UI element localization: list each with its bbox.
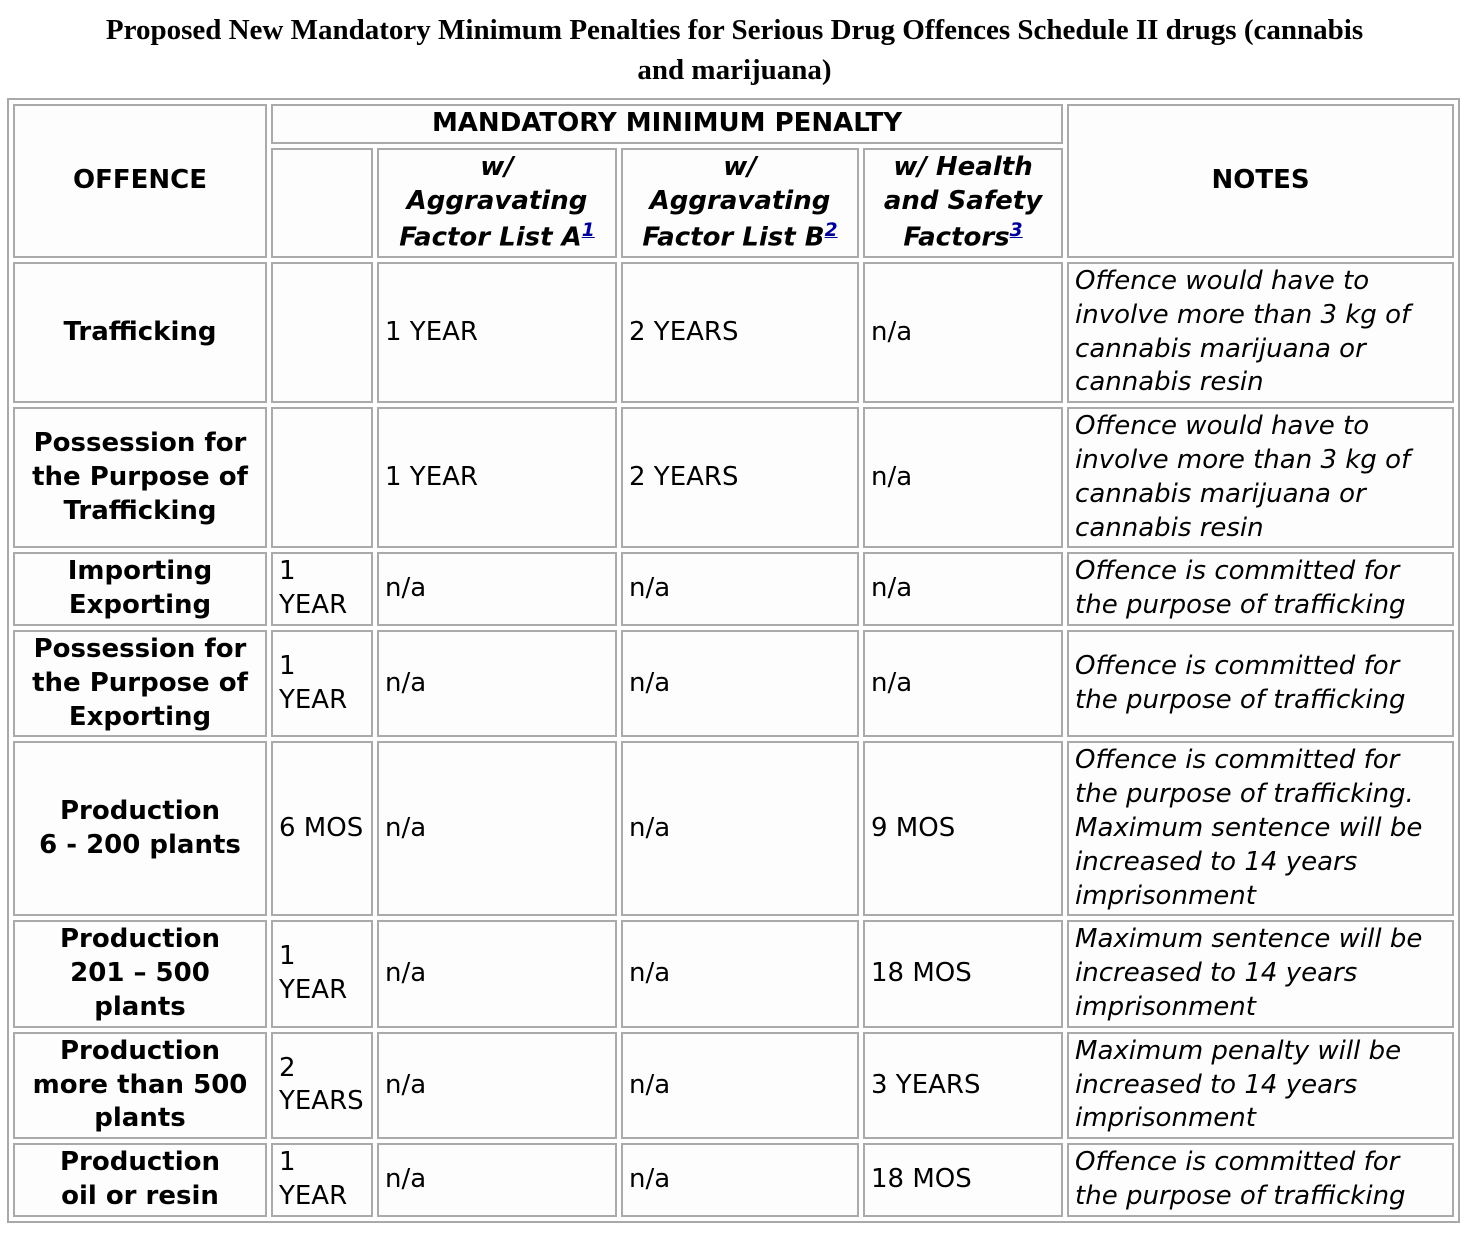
page-title-line-2: and marijuana) bbox=[637, 54, 832, 86]
footnote-3-link[interactable]: 3 bbox=[1009, 219, 1023, 241]
health-safety-factors-label: w/ Health and Safety Factors bbox=[883, 152, 1043, 253]
table-row-production-more-500: Production more than 500 plants 2 YEARS … bbox=[13, 1031, 1455, 1140]
page-title-line-1: Proposed New Mandatory Minimum Penalties… bbox=[105, 14, 1364, 46]
offence-cell: Possession for the Purpose of Traffickin… bbox=[13, 407, 267, 549]
offence-cell: Production 6 - 200 plants bbox=[13, 741, 267, 917]
base-penalty-cell bbox=[271, 407, 373, 549]
health-safety-penalty-cell: 9 MOS bbox=[863, 741, 1064, 917]
offence-cell: Trafficking bbox=[13, 262, 267, 404]
list-b-penalty-cell: 2 YEARS bbox=[621, 262, 859, 404]
notes-cell: Offence would have to involve more than … bbox=[1067, 262, 1455, 404]
aggravating-factor-list-b-label: w/ Aggravating Factor List B bbox=[642, 152, 831, 253]
base-penalty-cell: 1 YEAR bbox=[271, 920, 373, 1028]
notes-cell: Maximum penalty will be increased to 14 … bbox=[1067, 1031, 1455, 1140]
base-penalty-cell: 2 YEARS bbox=[271, 1031, 373, 1140]
health-safety-penalty-cell: 18 MOS bbox=[863, 1143, 1064, 1217]
offence-cell: Possession for the Purpose of Exporting bbox=[13, 630, 267, 738]
base-penalty-cell bbox=[271, 262, 373, 404]
list-a-penalty-cell: n/a bbox=[377, 920, 617, 1028]
table-row-possession-trafficking: Possession for the Purpose of Traffickin… bbox=[13, 407, 1455, 549]
notes-cell: Offence is committed for the purpose of … bbox=[1067, 1143, 1455, 1217]
header-row-group: OFFENCE MANDATORY MINIMUM PENALTY NOTES bbox=[13, 104, 1455, 259]
table-row-importing-exporting: Importing Exporting 1 YEAR n/a n/a n/a O… bbox=[13, 552, 1455, 627]
list-a-penalty-cell: n/a bbox=[377, 552, 617, 627]
notes-cell: Offence is committed for the purpose of … bbox=[1067, 741, 1455, 917]
aggravating-factor-list-b-header: w/ Aggravating Factor List B2 bbox=[621, 148, 859, 259]
notes-cell: Offence is committed for the purpose of … bbox=[1067, 552, 1455, 627]
health-safety-penalty-cell: 3 YEARS bbox=[863, 1031, 1064, 1140]
health-safety-factors-header: w/ Health and Safety Factors3 bbox=[863, 148, 1064, 259]
penalties-table: OFFENCE MANDATORY MINIMUM PENALTY NOTES … bbox=[7, 98, 1461, 1223]
offence-cell: Production oil or resin bbox=[13, 1143, 267, 1217]
list-a-penalty-cell: 1 YEAR bbox=[377, 262, 617, 404]
base-penalty-cell: 1 YEAR bbox=[271, 552, 373, 627]
list-a-penalty-cell: n/a bbox=[377, 630, 617, 738]
list-b-penalty-cell: n/a bbox=[621, 630, 859, 738]
base-penalty-cell: 1 YEAR bbox=[271, 630, 373, 738]
offence-cell: Production 201 – 500 plants bbox=[13, 920, 267, 1028]
base-penalty-cell: 6 MOS bbox=[271, 741, 373, 917]
mandatory-minimum-penalty-header: MANDATORY MINIMUM PENALTY bbox=[271, 104, 1064, 144]
base-penalty-column-header bbox=[271, 148, 373, 259]
table-row-production-6-200: Production 6 - 200 plants 6 MOS n/a n/a … bbox=[13, 741, 1455, 917]
offence-column-header: OFFENCE bbox=[13, 104, 267, 259]
offence-cell: Importing Exporting bbox=[13, 552, 267, 627]
health-safety-penalty-cell: n/a bbox=[863, 552, 1064, 627]
table-row-production-oil-resin: Production oil or resin 1 YEAR n/a n/a 1… bbox=[13, 1143, 1455, 1217]
offence-cell: Production more than 500 plants bbox=[13, 1031, 267, 1140]
list-a-penalty-cell: n/a bbox=[377, 1031, 617, 1140]
page-title: Proposed New Mandatory Minimum Penalties… bbox=[7, 10, 1462, 90]
list-b-penalty-cell: n/a bbox=[621, 920, 859, 1028]
notes-column-header: NOTES bbox=[1067, 104, 1455, 259]
notes-cell: Offence would have to involve more than … bbox=[1067, 407, 1455, 549]
header-row-subcolumns: w/ Aggravating Factor List A1 w/ Aggrava… bbox=[13, 148, 1454, 259]
notes-cell: Maximum sentence will be increased to 14… bbox=[1067, 920, 1455, 1028]
health-safety-penalty-cell: 18 MOS bbox=[863, 920, 1064, 1028]
table-row-possession-exporting: Possession for the Purpose of Exporting … bbox=[13, 630, 1455, 738]
list-b-penalty-cell: 2 YEARS bbox=[621, 407, 859, 549]
health-safety-penalty-cell: n/a bbox=[863, 630, 1064, 738]
list-b-penalty-cell: n/a bbox=[621, 741, 859, 917]
footnote-1-link[interactable]: 1 bbox=[581, 219, 595, 241]
notes-cell: Offence is committed for the purpose of … bbox=[1067, 630, 1455, 738]
list-b-penalty-cell: n/a bbox=[621, 552, 859, 627]
footnote-2-link[interactable]: 2 bbox=[824, 219, 838, 241]
list-b-penalty-cell: n/a bbox=[621, 1031, 859, 1140]
table-row-trafficking: Trafficking 1 YEAR 2 YEARS n/a Offence w… bbox=[13, 262, 1455, 404]
aggravating-factor-list-a-header: w/ Aggravating Factor List A1 bbox=[377, 148, 617, 259]
base-penalty-cell: 1 YEAR bbox=[271, 1143, 373, 1217]
list-b-penalty-cell: n/a bbox=[621, 1143, 859, 1217]
list-a-penalty-cell: 1 YEAR bbox=[377, 407, 617, 549]
health-safety-penalty-cell: n/a bbox=[863, 262, 1064, 404]
aggravating-factor-list-a-label: w/ Aggravating Factor List A bbox=[399, 152, 588, 253]
health-safety-penalty-cell: n/a bbox=[863, 407, 1064, 549]
list-a-penalty-cell: n/a bbox=[377, 741, 617, 917]
list-a-penalty-cell: n/a bbox=[377, 1143, 617, 1217]
table-row-production-201-500: Production 201 – 500 plants 1 YEAR n/a n… bbox=[13, 920, 1455, 1028]
